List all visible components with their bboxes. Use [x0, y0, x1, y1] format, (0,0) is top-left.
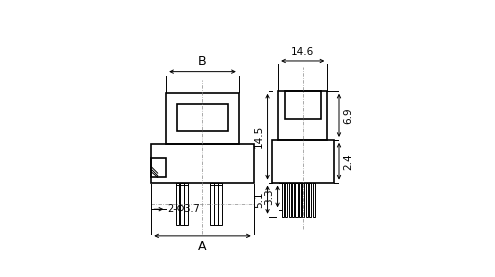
Bar [166, 93, 239, 144]
Text: 5.1: 5.1 [254, 191, 264, 208]
Bar [180, 183, 184, 225]
Text: 14.6: 14.6 [291, 47, 314, 57]
Bar [151, 158, 166, 177]
Bar [306, 183, 308, 217]
Bar [282, 183, 284, 217]
Bar [218, 183, 222, 225]
Bar [272, 140, 334, 183]
Bar [309, 183, 311, 217]
Bar [285, 91, 321, 119]
Bar [289, 183, 291, 217]
Bar [184, 183, 188, 225]
Text: B: B [198, 55, 207, 68]
Text: 2-Φ3.7: 2-Φ3.7 [167, 204, 200, 214]
Bar [312, 183, 315, 217]
Bar [210, 183, 213, 225]
Bar [292, 183, 294, 217]
Bar [299, 183, 301, 217]
Bar [296, 183, 297, 217]
Text: 2.4: 2.4 [343, 153, 353, 170]
Bar [285, 183, 288, 217]
Bar [176, 183, 180, 225]
Text: 3.3: 3.3 [264, 188, 274, 205]
Text: A: A [198, 240, 207, 253]
Bar [151, 144, 254, 183]
Text: 6.9: 6.9 [343, 107, 353, 124]
Text: 14.5: 14.5 [254, 125, 264, 148]
Bar [278, 91, 327, 140]
Bar [177, 104, 228, 131]
Bar [302, 183, 304, 217]
Bar [214, 183, 218, 225]
